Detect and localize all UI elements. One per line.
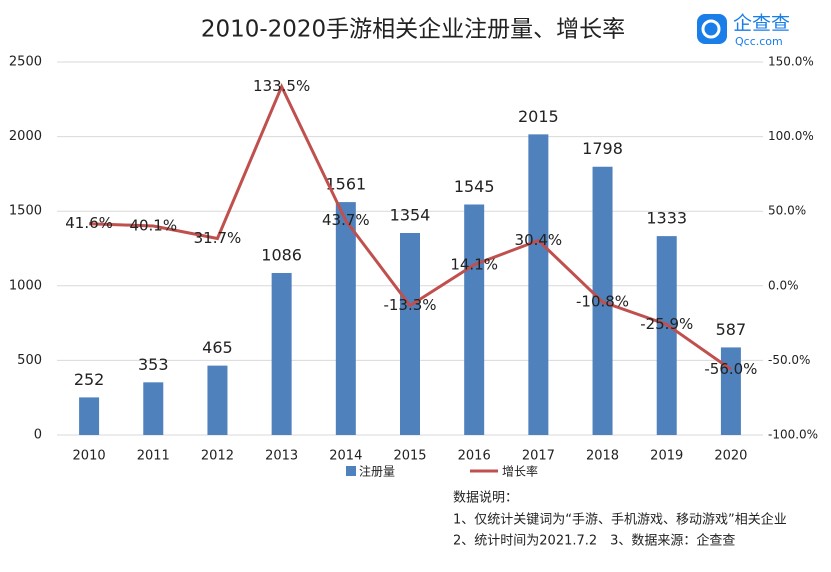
note: 数据说明： [453, 491, 518, 506]
y2-tick-label: 50.0% [768, 204, 806, 218]
x-tick-label: 2010 [73, 449, 106, 464]
logo-url: Qcc.com [735, 35, 783, 48]
bar-value-label: 1545 [454, 177, 495, 196]
bar-value-label: 353 [138, 355, 169, 374]
line-value-label: 40.1% [129, 216, 177, 234]
line-value-label: 14.1% [450, 255, 498, 273]
logo-icon-ring [701, 19, 721, 39]
bar-value-label: 465 [202, 338, 233, 357]
x-tick-label: 2011 [137, 449, 170, 464]
bar-value-label: 1086 [261, 245, 302, 264]
bar [528, 134, 549, 435]
y-tick-label: 2500 [9, 55, 42, 70]
y-tick-label: 1000 [9, 278, 42, 293]
y-tick-label: 1500 [9, 204, 42, 219]
legend-label: 注册量 [359, 464, 395, 479]
x-tick-label: 2018 [586, 449, 619, 464]
bar [656, 236, 677, 435]
x-tick-label: 2020 [714, 449, 747, 464]
line-value-label: -10.8% [576, 292, 629, 310]
bar-value-label: 1333 [646, 209, 687, 228]
line-value-label: -25.9% [640, 315, 693, 333]
y2-tick-label: 150.0% [768, 55, 814, 69]
y2-tick-label: -50.0% [768, 353, 810, 367]
bar [79, 397, 100, 435]
logo: 企查查 Qcc.com [697, 13, 790, 48]
y2-tick-label: 100.0% [768, 129, 814, 143]
chart-title: 2010-2020手游相关企业注册量、增长率 [201, 17, 625, 43]
x-tick-label: 2017 [522, 449, 555, 464]
bar-value-label: 2015 [518, 107, 559, 126]
bar [400, 232, 420, 435]
bar-value-label: 252 [74, 370, 105, 389]
legend-swatch [346, 466, 356, 476]
line-value-label: 30.4% [515, 231, 563, 249]
x-tick-label: 2015 [393, 449, 426, 464]
line-value-label: 133.5% [253, 77, 310, 95]
y-tick-label: 500 [17, 353, 42, 368]
bar [271, 272, 292, 435]
logo-icon [697, 14, 727, 44]
line-value-label: 31.7% [194, 229, 242, 247]
bar-value-label: 1354 [390, 205, 431, 224]
y-tick-label: 2000 [9, 129, 42, 144]
y2-tick-label: 0.0% [768, 278, 799, 292]
bar [207, 365, 228, 435]
logo-name: 企查查 [733, 13, 790, 35]
y-tick-label: 0 [34, 428, 42, 443]
bar-value-label: 1798 [582, 139, 623, 158]
bar-value-label: 1561 [325, 175, 366, 194]
bar [720, 347, 741, 435]
y2-tick-label: -100.0% [768, 428, 818, 442]
line-value-label: 43.7% [322, 211, 370, 229]
note: 1、仅统计关键词为“手游、手机游戏、移动游戏”相关企业 [453, 512, 787, 528]
x-tick-label: 2019 [650, 449, 683, 464]
bar [143, 382, 164, 435]
line [89, 82, 732, 371]
x-tick-label: 2013 [265, 449, 298, 464]
line-value-label: 41.6% [65, 214, 113, 232]
bar [464, 204, 485, 435]
x-tick-label: 2012 [201, 449, 234, 464]
x-tick-label: 2016 [458, 449, 491, 464]
note: 2、统计时间为2021.7.2 3、数据来源：企查查 [453, 533, 735, 549]
bar-value-label: 587 [716, 320, 747, 339]
line-value-label: -13.3% [383, 296, 436, 314]
legend-label: 增长率 [502, 464, 538, 479]
x-tick-label: 2014 [329, 449, 362, 464]
line-value-label: -56.0% [704, 360, 757, 378]
bar [335, 202, 356, 435]
